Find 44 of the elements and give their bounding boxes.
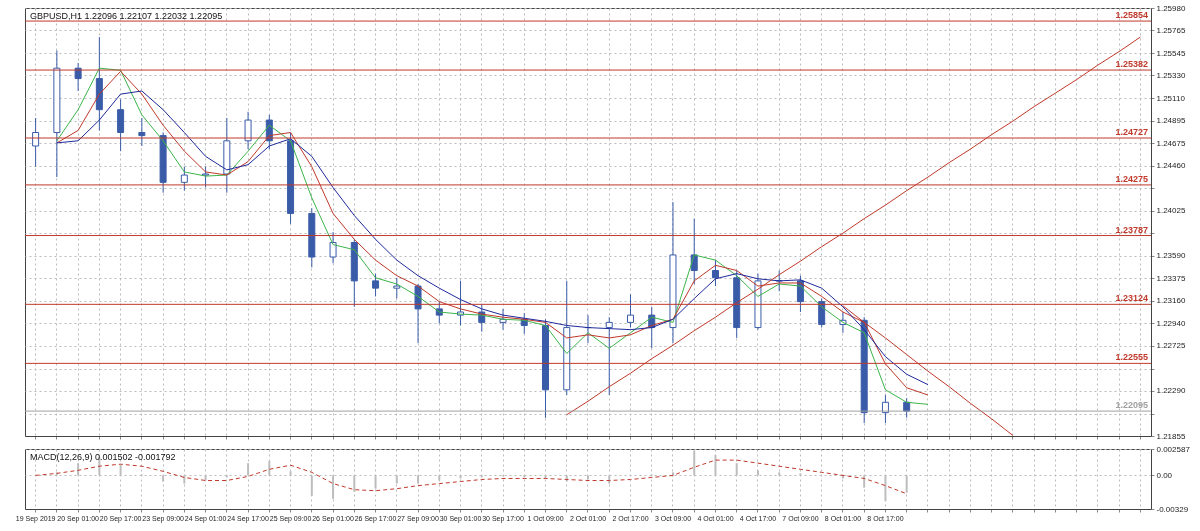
ref-line-label: 1.23787 [1115, 224, 1148, 235]
ref-line-label: 1.23124 [1115, 293, 1148, 304]
y-tick-label: 1.25545 [1156, 48, 1186, 58]
chart-title: GBPUSD,H1 1.22096 1.22107 1.22032 1.22095 [30, 11, 223, 21]
y-tick-label: 1.22725 [1156, 341, 1186, 351]
ref-line-label: 1.24275 [1115, 173, 1148, 184]
candlestick [329, 231, 337, 264]
y-tick-label: 1.23375 [1156, 273, 1186, 283]
ref-line-label: 1.25854 [1115, 10, 1148, 21]
y-tick-label: 1.22940 [1156, 318, 1186, 328]
y-tick-label: 1.24675 [1156, 138, 1186, 148]
ref-line-label: 1.24727 [1115, 127, 1148, 138]
candlestick [117, 98, 125, 152]
y-tick-label: 1.22290 [1156, 386, 1186, 396]
candlestick [393, 277, 401, 300]
y-tick-label: 1.25110 [1156, 93, 1186, 103]
candlestick [818, 298, 826, 329]
y-tick-label: -0.00329 [1156, 504, 1189, 514]
candlestick [180, 166, 188, 192]
candlestick [202, 166, 210, 188]
y-tick-label: 1.23160 [1156, 296, 1186, 306]
candlestick [626, 293, 634, 329]
y-tick-label: 1.24895 [1156, 116, 1186, 126]
ref-line-label: 1.22095 [1115, 400, 1148, 411]
y-tick-label: 0.002587 [1156, 444, 1191, 454]
candlestick [711, 259, 719, 287]
y-tick-label: 1.25980 [1156, 3, 1186, 13]
ref-line-label: 1.22555 [1115, 352, 1148, 363]
bar [459, 475, 462, 479]
chart-title: MACD(12,26,9) 0.001502 -0.001792 [30, 452, 176, 462]
candlestick [605, 316, 613, 396]
candlestick [499, 308, 507, 331]
ref-line-label: 1.25382 [1115, 59, 1148, 70]
candlestick [138, 117, 146, 147]
candlestick [372, 273, 380, 297]
candlestick [244, 111, 252, 150]
candlestick [32, 117, 40, 168]
y-tick-label: 1.24460 [1156, 161, 1186, 171]
y-tick-label: 1.25765 [1156, 25, 1186, 35]
y-tick-label: 1.23590 [1156, 251, 1186, 261]
y-tick-label: 1.25330 [1156, 70, 1186, 80]
y-tick-label: 1.21855 [1156, 431, 1186, 441]
y-tick-label: 1.24025 [1156, 206, 1186, 216]
y-tick-label: 0.00 [1156, 470, 1173, 480]
